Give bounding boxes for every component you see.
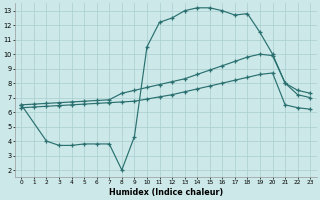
X-axis label: Humidex (Indice chaleur): Humidex (Indice chaleur) — [109, 188, 223, 197]
